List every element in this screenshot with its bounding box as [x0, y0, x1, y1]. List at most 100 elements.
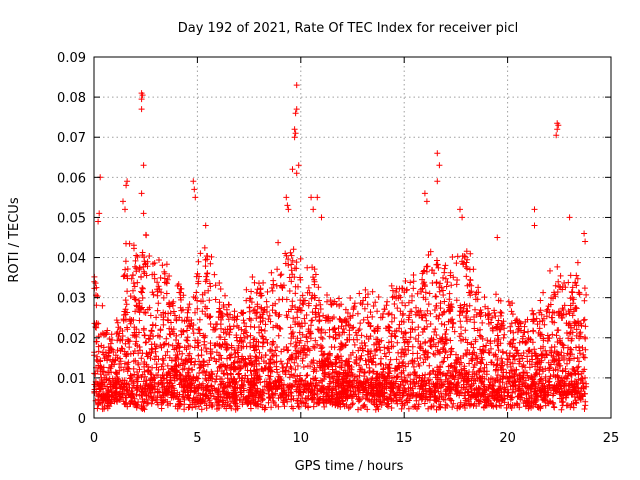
data-point — [165, 368, 172, 375]
data-point — [467, 316, 474, 323]
data-point — [192, 194, 199, 201]
data-point — [349, 312, 356, 319]
data-point — [581, 354, 588, 361]
data-point — [154, 279, 161, 286]
data-point — [235, 324, 242, 331]
x-tick-label: 10 — [293, 431, 310, 446]
data-point — [214, 321, 221, 328]
data-point — [202, 222, 209, 229]
data-point — [146, 349, 153, 356]
data-point — [403, 378, 410, 385]
data-point — [133, 252, 140, 259]
data-point — [388, 343, 395, 350]
data-point — [216, 342, 223, 349]
data-point — [384, 345, 391, 352]
data-point — [481, 396, 488, 403]
data-point — [524, 358, 531, 365]
data-point — [555, 367, 561, 374]
data-point — [243, 286, 250, 293]
data-point — [477, 313, 484, 320]
data-point — [477, 333, 484, 340]
data-point — [347, 322, 353, 329]
data-point — [190, 178, 197, 185]
data-point — [208, 354, 215, 361]
data-point — [275, 373, 282, 380]
data-point — [333, 391, 340, 398]
data-point — [467, 289, 474, 296]
data-point — [321, 386, 327, 393]
data-point — [388, 318, 395, 325]
data-point — [419, 372, 426, 379]
data-point — [484, 337, 491, 344]
data-point — [131, 294, 138, 301]
data-point — [97, 365, 104, 372]
data-point — [262, 365, 269, 372]
data-point — [446, 290, 453, 297]
data-point — [464, 256, 471, 263]
data-point — [162, 352, 169, 359]
data-point — [138, 190, 145, 197]
data-point — [99, 302, 106, 309]
data-point — [405, 360, 412, 367]
data-point — [223, 330, 230, 337]
data-point — [149, 364, 156, 371]
data-point — [384, 298, 391, 305]
data-point — [166, 303, 173, 310]
data-point — [130, 287, 136, 294]
data-point — [114, 347, 121, 354]
data-point — [126, 240, 133, 247]
data-point — [582, 374, 588, 381]
data-point — [410, 404, 417, 410]
data-point — [159, 381, 166, 388]
data-point — [362, 357, 369, 364]
data-point — [326, 361, 333, 368]
data-point — [442, 331, 449, 338]
data-point — [294, 398, 301, 404]
data-point — [551, 319, 558, 326]
data-point — [479, 379, 486, 385]
data-point — [361, 305, 368, 312]
data-point — [292, 290, 299, 297]
data-point — [505, 298, 512, 305]
data-point — [176, 381, 183, 388]
data-point — [308, 322, 314, 329]
data-point — [336, 332, 343, 339]
data-point — [153, 353, 160, 360]
data-point — [128, 275, 135, 282]
data-point — [388, 282, 395, 289]
data-point — [344, 362, 351, 369]
data-point — [478, 360, 485, 367]
data-point — [190, 330, 197, 337]
data-point — [428, 403, 435, 410]
data-point — [472, 338, 479, 345]
data-point — [288, 252, 295, 259]
data-point — [316, 297, 322, 304]
data-point — [332, 386, 339, 393]
data-point — [383, 325, 389, 332]
data-point — [189, 399, 196, 406]
data-point — [443, 326, 450, 333]
data-point — [165, 341, 172, 348]
data-point — [575, 371, 582, 378]
data-point — [507, 350, 513, 357]
data-point — [289, 166, 296, 173]
data-point — [279, 361, 285, 367]
data-point — [191, 186, 198, 193]
data-point — [158, 344, 165, 351]
data-point — [576, 330, 583, 337]
data-point — [309, 317, 316, 324]
data-point — [170, 298, 177, 305]
data-point — [432, 387, 439, 394]
data-point — [394, 305, 401, 312]
data-point — [391, 315, 398, 321]
data-point — [514, 329, 521, 335]
data-point — [441, 321, 448, 328]
data-point — [253, 289, 260, 296]
data-point — [180, 394, 187, 401]
data-point — [574, 354, 581, 361]
data-point — [297, 297, 304, 304]
data-point — [138, 106, 145, 113]
data-point — [393, 397, 400, 404]
data-point — [141, 258, 148, 265]
data-point — [107, 381, 114, 388]
